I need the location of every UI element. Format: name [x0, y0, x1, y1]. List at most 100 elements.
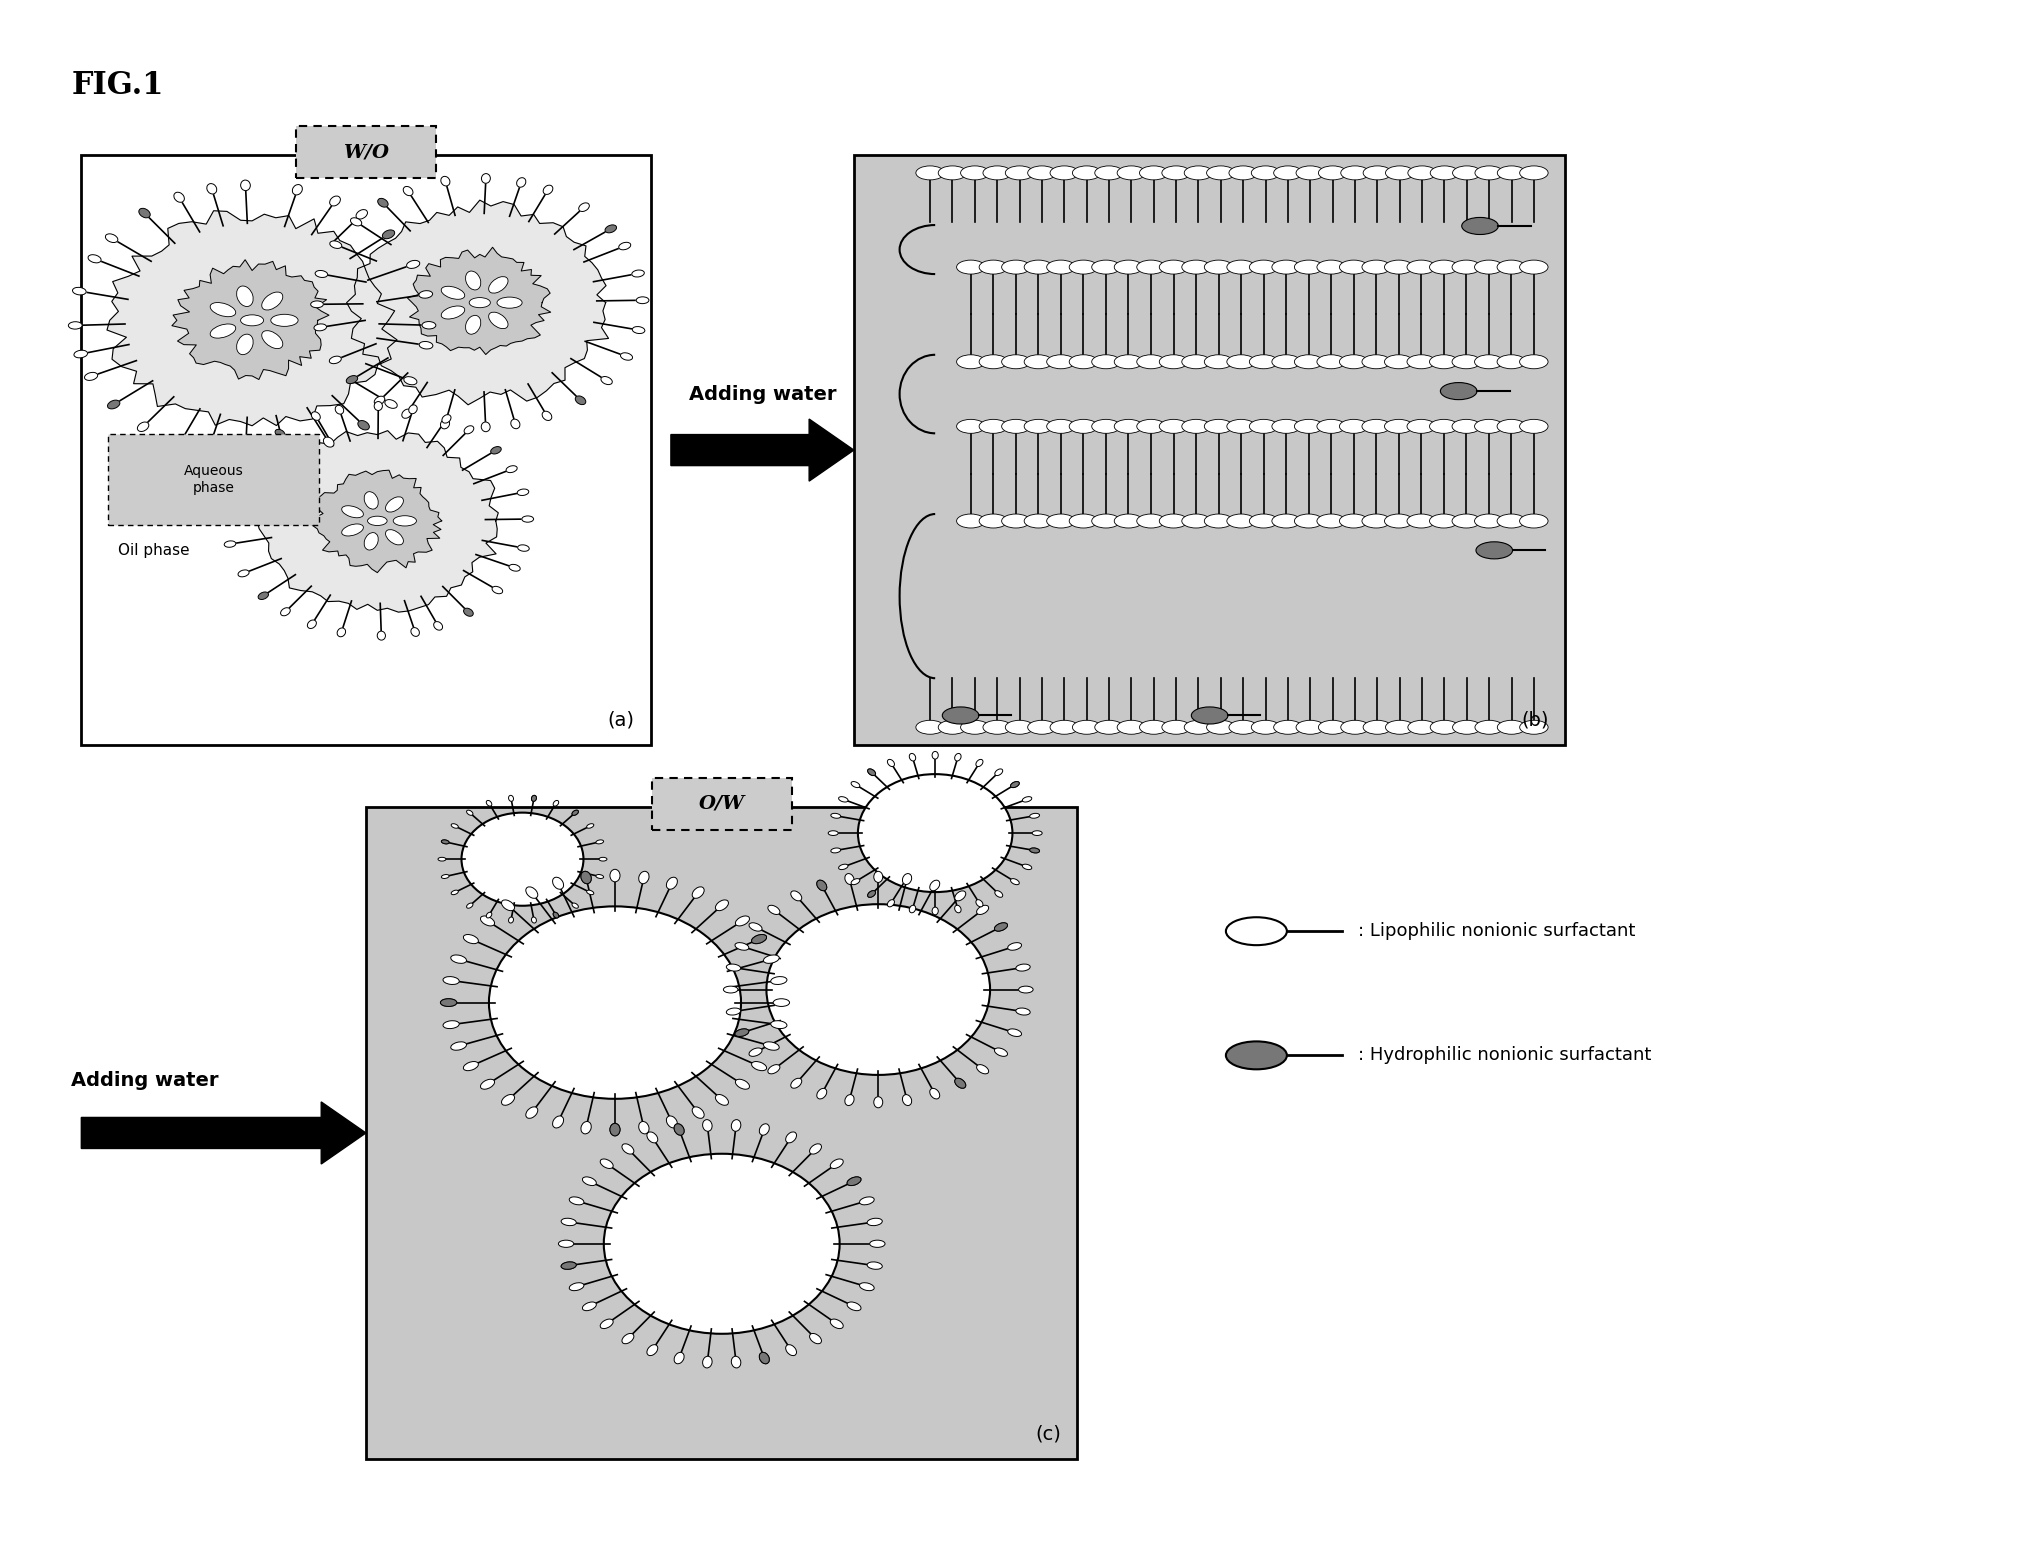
Ellipse shape — [463, 1062, 478, 1071]
Ellipse shape — [831, 813, 841, 818]
FancyBboxPatch shape — [108, 433, 319, 525]
Bar — [366, 807, 1077, 1459]
Ellipse shape — [270, 315, 299, 326]
Ellipse shape — [1341, 166, 1370, 180]
Ellipse shape — [240, 450, 250, 461]
Ellipse shape — [768, 1065, 780, 1074]
Ellipse shape — [1049, 720, 1077, 734]
Ellipse shape — [311, 301, 323, 307]
Ellipse shape — [386, 529, 402, 545]
Ellipse shape — [441, 840, 449, 844]
Ellipse shape — [516, 489, 528, 495]
Ellipse shape — [817, 880, 827, 891]
Bar — [853, 155, 1565, 745]
Polygon shape — [173, 259, 329, 380]
Ellipse shape — [1272, 355, 1300, 369]
Polygon shape — [406, 247, 551, 354]
Ellipse shape — [252, 447, 262, 455]
Ellipse shape — [553, 877, 563, 889]
Ellipse shape — [410, 627, 419, 636]
Ellipse shape — [752, 1062, 766, 1071]
Ellipse shape — [1008, 942, 1020, 950]
Ellipse shape — [1203, 419, 1231, 433]
Ellipse shape — [599, 857, 608, 861]
Ellipse shape — [465, 315, 480, 334]
Ellipse shape — [957, 261, 986, 275]
Ellipse shape — [732, 1356, 740, 1367]
Ellipse shape — [569, 1284, 583, 1291]
Ellipse shape — [983, 166, 1012, 180]
Polygon shape — [347, 200, 608, 405]
Ellipse shape — [1341, 720, 1370, 734]
Ellipse shape — [581, 1302, 595, 1311]
Ellipse shape — [1073, 166, 1101, 180]
Ellipse shape — [502, 900, 514, 911]
Ellipse shape — [847, 1176, 862, 1186]
Ellipse shape — [1361, 514, 1390, 528]
Ellipse shape — [1384, 355, 1412, 369]
Ellipse shape — [1496, 355, 1524, 369]
Ellipse shape — [441, 419, 449, 428]
Ellipse shape — [1451, 514, 1479, 528]
Ellipse shape — [829, 1159, 843, 1169]
Ellipse shape — [939, 166, 967, 180]
Ellipse shape — [1518, 720, 1548, 734]
Ellipse shape — [451, 954, 465, 964]
Ellipse shape — [703, 1119, 711, 1131]
Ellipse shape — [451, 1041, 465, 1051]
Ellipse shape — [378, 199, 388, 206]
Ellipse shape — [1028, 847, 1038, 854]
Ellipse shape — [1091, 261, 1120, 275]
Ellipse shape — [1010, 782, 1018, 787]
Ellipse shape — [1073, 720, 1101, 734]
Ellipse shape — [1091, 419, 1120, 433]
Ellipse shape — [1203, 261, 1231, 275]
Ellipse shape — [437, 857, 445, 861]
Ellipse shape — [69, 321, 81, 329]
Ellipse shape — [280, 608, 291, 616]
Ellipse shape — [638, 871, 648, 883]
Ellipse shape — [1406, 355, 1435, 369]
Ellipse shape — [280, 449, 291, 458]
Ellipse shape — [341, 525, 364, 535]
Text: (c): (c) — [1034, 1425, 1061, 1443]
Ellipse shape — [1114, 261, 1142, 275]
Ellipse shape — [1191, 708, 1227, 723]
Ellipse shape — [1496, 166, 1524, 180]
Ellipse shape — [632, 326, 644, 334]
Ellipse shape — [1028, 813, 1038, 818]
Ellipse shape — [860, 1197, 874, 1204]
Ellipse shape — [1339, 514, 1368, 528]
Ellipse shape — [307, 619, 317, 629]
Ellipse shape — [929, 1088, 939, 1099]
Ellipse shape — [1339, 261, 1368, 275]
Ellipse shape — [1010, 782, 1018, 787]
Ellipse shape — [809, 1333, 821, 1344]
Ellipse shape — [358, 421, 370, 430]
Ellipse shape — [465, 272, 480, 290]
Ellipse shape — [293, 185, 303, 196]
Ellipse shape — [1010, 878, 1018, 885]
Ellipse shape — [508, 917, 514, 923]
Ellipse shape — [1026, 166, 1057, 180]
Ellipse shape — [675, 1352, 685, 1364]
Ellipse shape — [480, 1079, 494, 1090]
Ellipse shape — [874, 871, 882, 883]
Ellipse shape — [975, 1065, 988, 1074]
Ellipse shape — [502, 1094, 514, 1105]
Ellipse shape — [1252, 720, 1280, 734]
Ellipse shape — [957, 514, 986, 528]
Ellipse shape — [715, 1094, 727, 1105]
Ellipse shape — [868, 891, 876, 897]
Polygon shape — [309, 470, 441, 573]
Ellipse shape — [939, 720, 967, 734]
Ellipse shape — [486, 913, 492, 917]
Ellipse shape — [1069, 419, 1097, 433]
Ellipse shape — [1032, 830, 1042, 835]
Ellipse shape — [868, 768, 876, 776]
Ellipse shape — [108, 400, 120, 408]
Ellipse shape — [955, 905, 961, 913]
Ellipse shape — [622, 1144, 634, 1155]
Ellipse shape — [1140, 720, 1168, 734]
Ellipse shape — [1439, 383, 1475, 400]
